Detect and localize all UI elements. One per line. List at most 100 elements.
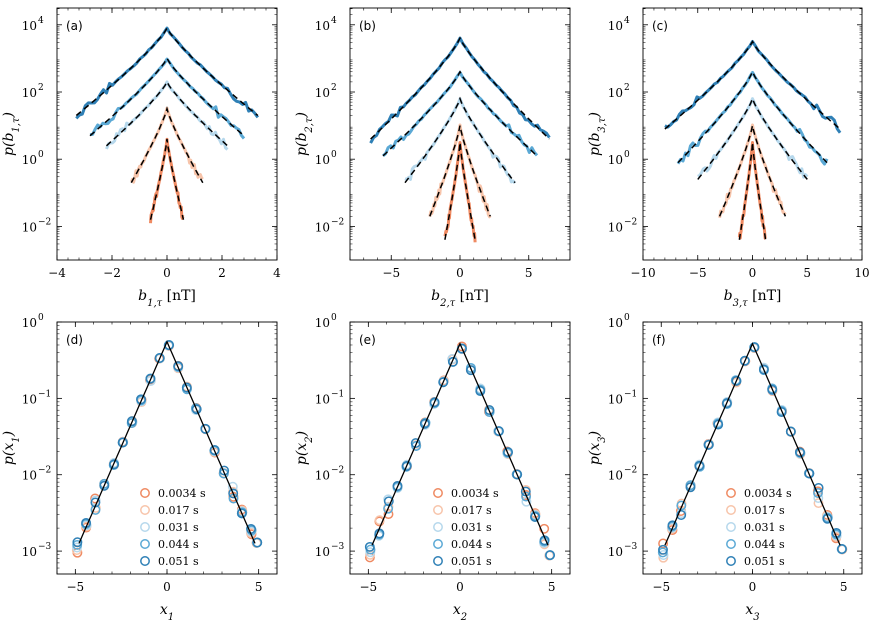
y-tick-label: 10 xyxy=(608,86,623,100)
fit-line xyxy=(105,80,229,147)
fit-line xyxy=(697,96,808,180)
x-tick-label: −4 xyxy=(48,266,66,280)
legend-marker xyxy=(433,556,443,566)
series-line-0044s xyxy=(676,70,829,166)
data-point xyxy=(252,537,263,548)
data-point xyxy=(465,365,476,376)
y-tick-label: 10 xyxy=(608,19,623,33)
legend-label: 0.044 s xyxy=(744,538,785,551)
y-tick-label: 10 xyxy=(22,545,37,559)
fit-line xyxy=(429,125,491,217)
fit-line xyxy=(75,26,259,117)
legend-label: 0.044 s xyxy=(158,538,199,551)
x-tick-label: 5 xyxy=(840,580,848,594)
data-point xyxy=(447,356,458,367)
data-point xyxy=(694,460,705,471)
data-point xyxy=(164,340,175,350)
y-axis-title: p(x2) xyxy=(294,431,315,465)
x-tick-label: −2 xyxy=(103,266,121,280)
fit-line xyxy=(664,40,841,130)
y-tick-label: 10 xyxy=(608,469,623,483)
legend-label: 0.051 s xyxy=(451,555,492,568)
x-tick-label: 5 xyxy=(255,580,263,594)
legend-label: 0.0034 s xyxy=(451,487,499,500)
legend-label: 0.031 s xyxy=(451,521,492,534)
y-tick-exponent: −3 xyxy=(331,542,345,552)
data-point xyxy=(438,377,449,388)
legend-marker xyxy=(433,522,443,532)
axes-frame xyxy=(56,321,278,575)
y-tick-exponent: −2 xyxy=(38,466,51,476)
legend-marker xyxy=(140,539,150,549)
x-tick-label: 0 xyxy=(163,266,171,280)
x-axis-title: b3,τ [nT] xyxy=(724,288,782,309)
data-point xyxy=(539,523,550,534)
y-axis-title: p(x1) xyxy=(1,431,22,465)
data-point xyxy=(145,373,156,384)
fit-line xyxy=(78,340,256,544)
data-point xyxy=(410,438,421,449)
fit-line xyxy=(404,96,516,184)
x-tick-label: −5 xyxy=(382,266,400,280)
legend-marker xyxy=(140,556,150,566)
data-point xyxy=(813,498,824,509)
x-axis-title: x2 xyxy=(453,602,467,621)
legend-label: 0.017 s xyxy=(158,504,199,517)
x-tick-label: 0 xyxy=(749,580,757,594)
y-tick-label: 10 xyxy=(315,220,330,234)
series-line-0031s xyxy=(697,97,809,179)
data-point xyxy=(758,364,769,375)
y-tick-exponent: 4 xyxy=(331,16,337,26)
x-tick-label: −5 xyxy=(359,580,377,594)
legend-label: 0.031 s xyxy=(744,521,785,534)
legend-marker xyxy=(433,488,443,498)
legend-marker xyxy=(433,505,443,515)
y-tick-label: 10 xyxy=(315,19,330,33)
series-line-00034s xyxy=(149,137,185,224)
y-tick-exponent: −2 xyxy=(331,217,344,227)
fit-line xyxy=(382,70,538,157)
y-tick-exponent: −2 xyxy=(331,466,344,476)
series-line-00034s xyxy=(443,141,477,243)
x-tick-label: 5 xyxy=(803,266,811,280)
y-tick-label: 10 xyxy=(22,220,37,234)
axes-frame xyxy=(642,321,863,575)
data-point xyxy=(383,503,394,514)
y-tick-label: 10 xyxy=(315,86,330,100)
fit-line xyxy=(718,125,787,217)
y-tick-exponent: 4 xyxy=(624,16,630,26)
y-tick-exponent: 0 xyxy=(331,150,337,160)
y-tick-label: 10 xyxy=(608,220,623,234)
x-tick-label: 0 xyxy=(749,266,757,280)
y-tick-label: 10 xyxy=(315,392,330,406)
legend-label: 0.017 s xyxy=(744,504,785,517)
data-point xyxy=(721,398,732,409)
x-tick-label: 0 xyxy=(163,580,171,594)
data-point xyxy=(109,459,120,470)
x-axis-title: b1,τ [nT] xyxy=(138,288,196,309)
legend-marker xyxy=(140,505,150,515)
y-tick-exponent: 0 xyxy=(38,150,44,160)
axes-frame xyxy=(642,7,863,261)
y-tick-label: 10 xyxy=(315,469,330,483)
y-tick-exponent: −2 xyxy=(624,466,637,476)
data-point xyxy=(676,510,687,520)
y-tick-label: 10 xyxy=(22,19,37,33)
y-tick-exponent: 2 xyxy=(38,83,44,93)
y-tick-exponent: 0 xyxy=(624,313,630,323)
data-point xyxy=(126,416,137,427)
x-tick-label: 0 xyxy=(456,580,464,594)
fit-line xyxy=(664,342,841,546)
y-axis-title: p(b1,τ) xyxy=(1,112,22,156)
data-point xyxy=(658,544,668,555)
y-tick-exponent: 0 xyxy=(624,150,630,160)
y-tick-label: 10 xyxy=(22,153,37,167)
data-point xyxy=(209,445,220,455)
data-point xyxy=(228,488,239,499)
data-point xyxy=(713,419,724,430)
legend-label: 0.051 s xyxy=(158,555,199,568)
